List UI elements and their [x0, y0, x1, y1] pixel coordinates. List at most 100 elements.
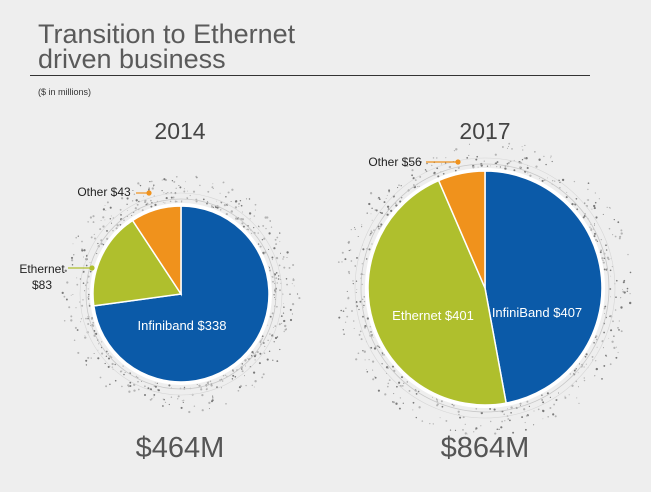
halo-dot — [183, 188, 185, 190]
halo-dot — [70, 256, 74, 259]
halo-dot — [144, 385, 146, 388]
halo-dot — [248, 198, 251, 200]
halo-dot — [436, 398, 438, 401]
halo-dot — [183, 190, 186, 193]
halo-dot — [153, 385, 155, 387]
halo-dot — [153, 186, 155, 188]
halo-dot — [629, 293, 631, 295]
halo-dot — [370, 231, 373, 234]
halo-dot — [432, 423, 434, 425]
halo-dot — [602, 213, 604, 215]
halo-dot — [361, 226, 363, 228]
halo-dot — [241, 218, 245, 221]
halo-dot — [74, 326, 77, 329]
halo-dot — [107, 365, 110, 368]
halo-dot — [475, 158, 478, 161]
halo-dot — [257, 243, 260, 245]
halo-dot — [593, 204, 596, 208]
halo-dot — [141, 209, 144, 212]
halo-dot — [292, 263, 295, 267]
halo-dot — [212, 187, 214, 189]
halo-dot — [611, 340, 614, 343]
halo-dot — [164, 401, 167, 404]
halo-dot — [550, 155, 552, 157]
halo-dot — [357, 352, 360, 355]
halo-dot — [545, 163, 547, 166]
halo-dots-2017 — [337, 139, 632, 435]
halo-dot — [129, 385, 132, 387]
halo-dot — [246, 228, 248, 231]
halo-dot — [499, 411, 501, 413]
halo-dot — [564, 395, 566, 397]
halo-dot — [232, 370, 235, 373]
halo-dot — [283, 319, 286, 323]
halo-dot — [114, 379, 117, 382]
halo-dot — [553, 403, 556, 406]
halo-dot — [284, 324, 287, 328]
halo-dot — [278, 264, 281, 267]
halo-dot — [391, 365, 395, 368]
halo-dot — [122, 365, 124, 367]
halo-dot — [186, 190, 188, 192]
halo-dot — [594, 223, 595, 225]
halo-dot — [412, 409, 414, 411]
halo-dot — [524, 421, 526, 424]
halo-dot — [359, 330, 362, 333]
halo-dot — [603, 364, 606, 367]
halo-dot — [272, 280, 274, 283]
outer-ring — [79, 192, 283, 396]
halo-dot — [593, 232, 597, 235]
halo-dot — [369, 234, 371, 236]
halo-dot — [96, 253, 98, 255]
halo-dot — [268, 350, 271, 353]
halo-dot — [269, 333, 271, 335]
halo-dot — [362, 248, 365, 251]
outer-ring — [360, 163, 610, 413]
halo-dot — [602, 261, 605, 264]
halo-dot — [251, 384, 254, 387]
halo-dot — [436, 400, 439, 402]
halo-dot — [97, 242, 99, 245]
halo-dot — [164, 202, 166, 204]
halo-dot — [89, 270, 92, 273]
halo-dot — [406, 164, 409, 168]
halo-dot — [182, 401, 184, 404]
halo-dot — [119, 370, 122, 373]
halo-dot — [346, 290, 348, 292]
halo-dot — [375, 209, 378, 212]
halo-dot — [244, 359, 247, 362]
halo-dot — [112, 229, 114, 232]
halo-dot — [98, 343, 99, 345]
halo-dot — [252, 371, 256, 374]
halo-dot — [383, 201, 386, 204]
halo-dot — [525, 157, 528, 160]
callout-dot — [455, 159, 461, 165]
halo-dot — [415, 416, 417, 419]
halo-dot — [261, 376, 264, 379]
chart-2014-title: 2014 — [154, 118, 206, 144]
halo-dot — [483, 160, 485, 162]
halo-dot — [225, 402, 227, 405]
halo-dot — [441, 405, 444, 408]
halo-dot — [395, 402, 398, 405]
callout-dot — [146, 190, 152, 196]
slice-label: Ethernet $401 — [392, 308, 474, 323]
halo-dot — [406, 381, 408, 383]
halo-dot — [587, 182, 590, 185]
halo-dot — [344, 321, 347, 323]
halo-dot — [81, 249, 84, 252]
halo-dot — [475, 407, 478, 410]
halo-dot — [378, 346, 381, 349]
halo-dot — [104, 362, 106, 365]
halo-dot — [253, 386, 255, 388]
halo-dot — [298, 297, 301, 300]
halo-dot — [388, 190, 390, 193]
halo-dot — [183, 399, 185, 401]
halo-dot — [274, 325, 277, 327]
halo-dot — [495, 162, 498, 165]
halo-dot — [408, 389, 411, 392]
halo-dot — [454, 169, 457, 172]
halo-dot — [464, 432, 467, 435]
halo-dot — [340, 309, 342, 312]
halo-dot — [76, 329, 79, 331]
